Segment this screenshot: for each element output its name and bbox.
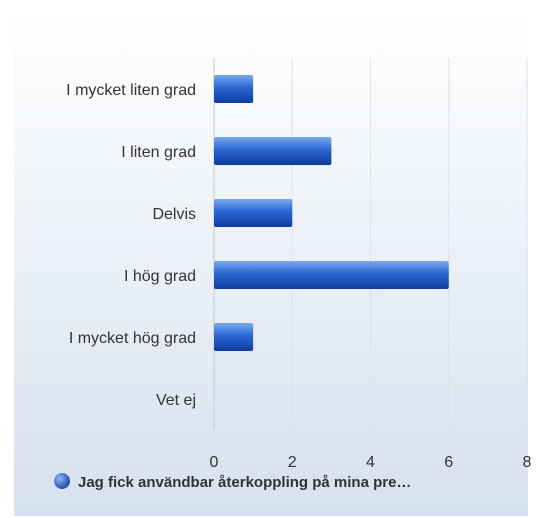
category-label: I liten grad bbox=[121, 144, 196, 161]
category-label: Delvis bbox=[152, 206, 196, 223]
x-tick-label: 0 bbox=[210, 454, 219, 471]
bar bbox=[214, 75, 254, 103]
x-tick-label: 8 bbox=[523, 454, 532, 471]
bar bbox=[214, 323, 254, 351]
x-tick-label: 6 bbox=[444, 454, 453, 471]
grid-lines bbox=[213, 58, 528, 430]
category-labels: I mycket liten grad I liten grad Delvis I h… bbox=[66, 82, 196, 409]
category-label: I mycket hög grad bbox=[69, 330, 196, 347]
legend-marker-icon bbox=[54, 473, 70, 489]
x-tick-label: 2 bbox=[288, 454, 297, 471]
legend-label: Jag fick användbar återkoppling på mina … bbox=[78, 474, 411, 491]
bar bbox=[214, 137, 332, 165]
x-tick-labels: 0 2 4 6 8 bbox=[210, 454, 532, 471]
bar bbox=[214, 261, 449, 289]
category-label: I hög grad bbox=[124, 268, 196, 285]
category-label: I mycket liten grad bbox=[66, 82, 196, 99]
x-tick-label: 4 bbox=[366, 454, 375, 471]
category-label: Vet ej bbox=[156, 392, 196, 409]
bars bbox=[214, 75, 449, 351]
bar bbox=[214, 199, 293, 227]
legend: Jag fick användbar återkoppling på mina … bbox=[54, 473, 411, 491]
